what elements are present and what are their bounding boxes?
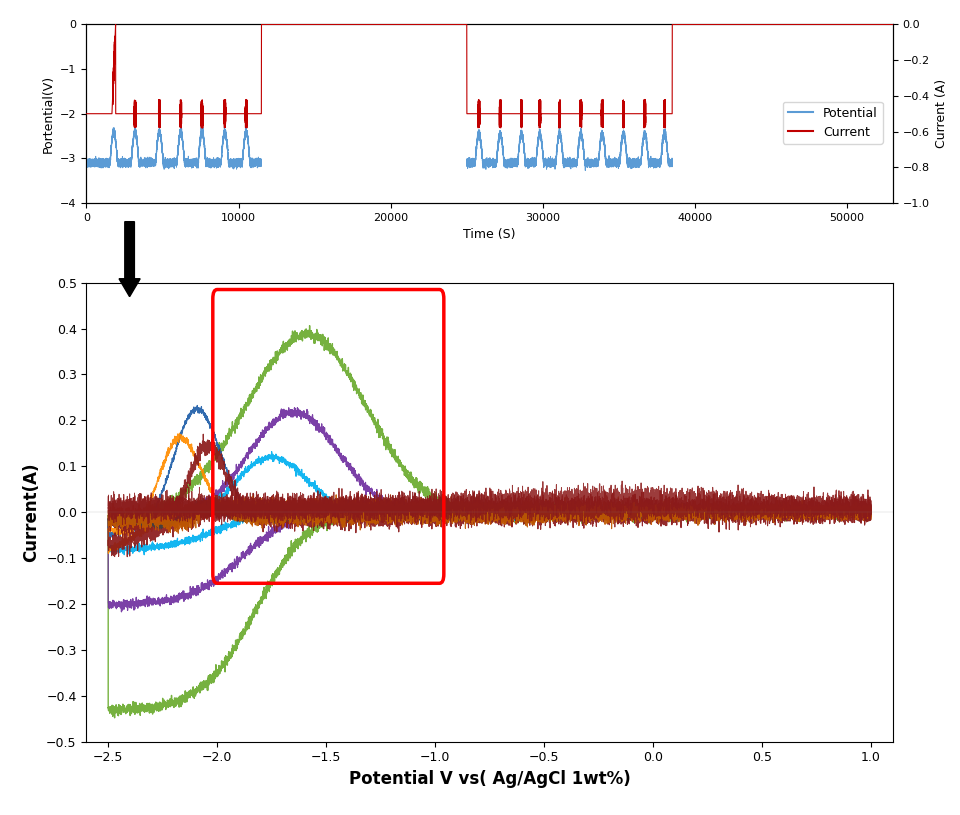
Y-axis label: Current(A): Current(A) [23, 462, 40, 562]
Y-axis label: Current (A): Current (A) [935, 79, 948, 148]
Y-axis label: Portential(V): Portential(V) [41, 75, 55, 152]
X-axis label: Time (S): Time (S) [464, 228, 516, 241]
Legend: Potential, Current: Potential, Current [782, 102, 882, 143]
X-axis label: Potential V vs( Ag/AgCl 1wt%): Potential V vs( Ag/AgCl 1wt%) [348, 770, 631, 788]
